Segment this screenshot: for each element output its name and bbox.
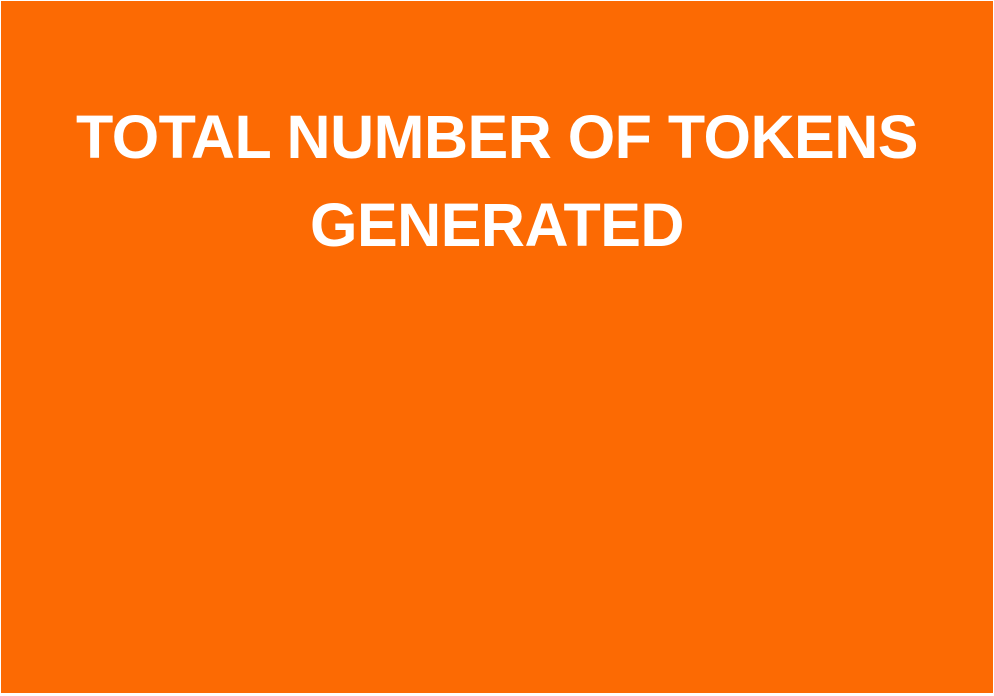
panel-title-line-1: TOTAL NUMBER OF TOKENS (76, 103, 918, 171)
panel-title-line-2: GENERATED (310, 191, 684, 259)
panel-title: TOTAL NUMBER OF TOKENS GENERATED (1, 93, 993, 269)
